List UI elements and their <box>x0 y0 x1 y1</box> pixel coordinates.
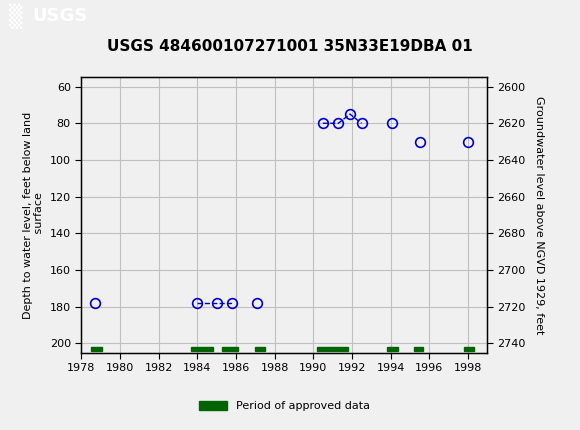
Y-axis label: Depth to water level, feet below land
 surface: Depth to water level, feet below land su… <box>23 111 44 319</box>
Legend: Period of approved data: Period of approved data <box>194 397 374 416</box>
Bar <box>91 347 103 351</box>
Bar <box>222 347 238 351</box>
Bar <box>464 347 474 351</box>
Text: ▒: ▒ <box>9 3 22 29</box>
Bar <box>255 347 265 351</box>
Y-axis label: Groundwater level above NGVD 1929, feet: Groundwater level above NGVD 1929, feet <box>534 96 544 334</box>
Bar <box>387 347 398 351</box>
Text: USGS 484600107271001 35N33E19DBA 01: USGS 484600107271001 35N33E19DBA 01 <box>107 39 473 54</box>
Bar <box>317 347 348 351</box>
Bar <box>414 347 423 351</box>
Text: USGS: USGS <box>32 7 87 25</box>
Bar <box>191 347 213 351</box>
